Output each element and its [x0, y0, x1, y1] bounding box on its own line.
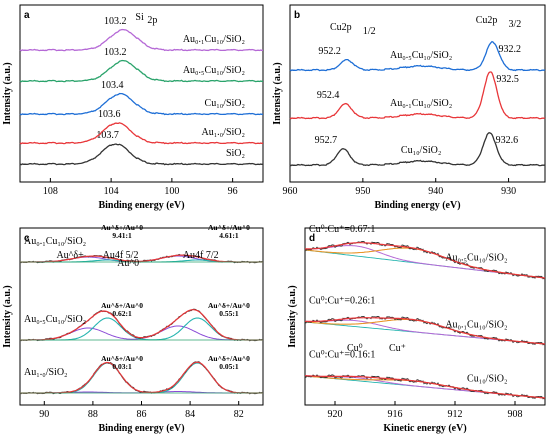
- y-axis-label: Intensity (a.u.): [272, 62, 283, 125]
- series-label: Au₀.₅Cu₁₀/SiO₂: [390, 50, 452, 61]
- peak-value-label: 103.2: [104, 47, 127, 58]
- y-axis-label: Intensity (a.u.): [287, 285, 298, 348]
- series-line-2: [289, 40, 546, 72]
- ratio-header: Au^δ+/Au^0: [208, 354, 250, 363]
- ratio-text: 0.62:1: [112, 309, 132, 318]
- series-line-1: [19, 122, 263, 145]
- x-tick-label: 960: [283, 186, 298, 197]
- series-line-3: [19, 59, 263, 83]
- x-axis-label: Kinetic energy (eV): [383, 423, 466, 434]
- ratio-text: 0.03:1: [112, 362, 132, 371]
- ratio-text: 0.05:1: [219, 362, 239, 371]
- peak-value-label: 952.7: [315, 135, 338, 146]
- series-label: Au₁.₀/SiO₂: [24, 367, 68, 378]
- peak-value-label: 952.4: [317, 90, 340, 101]
- peak-label-2: Cu2p: [476, 15, 498, 26]
- series-label: Au₀.₅Cu₁₀/SiO₂: [24, 314, 86, 325]
- x-tick-label: 916: [388, 409, 403, 420]
- label-cu-plus: Cu⁺: [389, 343, 406, 354]
- series-label: Au₀.₁Cu₁₀/SiO₂: [390, 98, 452, 109]
- ratio-header: Au^δ+/Au^0: [208, 301, 250, 310]
- x-tick-label: 86: [137, 409, 147, 420]
- panel-letter: b: [294, 10, 300, 21]
- x-tick-label: 90: [39, 409, 49, 420]
- fit-line: [20, 309, 263, 341]
- x-tick-label: 104: [104, 186, 119, 197]
- series-label: Cu₁₀/SiO₂: [401, 145, 441, 156]
- panel-letter: d: [309, 233, 315, 244]
- series-label: SiO₂: [226, 148, 245, 159]
- y-axis-label: Intensity (a.u.): [2, 285, 13, 348]
- peak-value-label: 932.2: [499, 44, 522, 55]
- peak-value-label: 103.6: [98, 109, 121, 120]
- panel-d-frame: [304, 227, 546, 406]
- peak-value-label: 103.4: [101, 80, 124, 91]
- fit-line: [305, 317, 546, 345]
- peak-value-label: 932.5: [496, 74, 519, 85]
- series-line-0: [289, 131, 546, 167]
- series-line-0: [19, 143, 263, 166]
- ratio-header: Au^δ+/Au^0: [208, 223, 250, 232]
- x-tick-label: 88: [88, 409, 98, 420]
- x-tick-label: 908: [508, 409, 523, 420]
- ratio-text: Cu⁰:Cu⁺=0.16:1: [309, 349, 375, 360]
- ratio-header: Au^δ+/Au^0: [101, 301, 143, 310]
- peak-label-1: Cu2p: [330, 22, 352, 33]
- panel-letter: c: [24, 233, 30, 244]
- legend-au0: Au^0: [117, 258, 139, 269]
- peak-label-sub: 2p: [147, 15, 157, 26]
- x-tick-label: 100: [164, 186, 179, 197]
- series-label: Au₀.₅Cu₁₀/SiO₂: [183, 65, 245, 76]
- panel-a-frame: [19, 4, 264, 183]
- peak-value-label: 932.6: [496, 135, 518, 146]
- peak-label: Si: [135, 12, 144, 23]
- series-label: Au₀.₅Cu₁₀/SiO₂: [445, 253, 507, 264]
- x-tick-label: 930: [501, 186, 516, 197]
- series-label: Au₁.₀/SiO₂: [201, 127, 245, 138]
- legend-au4f52: Au4f 5/2: [103, 250, 139, 261]
- legend-au-delta: Au^δ+: [56, 250, 84, 261]
- x-tick-label: 912: [448, 409, 463, 420]
- peak-label-1-sub: 1/2: [363, 26, 376, 37]
- ratio-text: 0.55:1: [219, 309, 239, 318]
- x-tick-label: 82: [234, 409, 244, 420]
- series-label: Au₀.₁Cu₁₀/SiO₂: [445, 319, 507, 330]
- x-axis-label: Binding energy (eV): [98, 423, 184, 434]
- series-line-2: [19, 92, 263, 116]
- fit-line: [305, 242, 546, 279]
- ratio-text: 9.41:1: [112, 231, 132, 240]
- series-line-1: [289, 71, 546, 120]
- peak-label-2-sub: 3/2: [509, 19, 522, 30]
- series-line-4: [19, 28, 263, 52]
- series-label: Cu₁₀/SiO₂: [467, 373, 507, 384]
- ratio-text: Cu⁰:Cu⁺=0.67:1: [309, 224, 375, 235]
- ratio-header: Au^δ+/Au^0: [101, 223, 143, 232]
- x-tick-label: 940: [428, 186, 443, 197]
- label-cu0: Cu⁰: [347, 343, 363, 354]
- ratio-text: Cu⁰:Cu⁺=0.26:1: [309, 295, 375, 306]
- ratio-text: 4.61:1: [219, 231, 239, 240]
- x-tick-label: 108: [43, 186, 58, 197]
- series-label: Au₀.₁Cu₁₀/SiO₂: [24, 236, 86, 247]
- x-tick-label: 84: [185, 409, 195, 420]
- peak-value-label: 103.2: [104, 16, 127, 27]
- panel-b-frame: [289, 4, 546, 183]
- series-label: Au₀.₁Cu₁₀/SiO₂: [183, 34, 245, 45]
- legend-au4f72: Au4f 7/2: [183, 250, 219, 261]
- panel-letter: a: [24, 10, 30, 21]
- peak-value-label: 103.7: [96, 130, 119, 141]
- x-tick-label: 96: [228, 186, 238, 197]
- fit-line: [305, 375, 546, 399]
- peak-value-label: 952.2: [318, 46, 341, 57]
- x-tick-label: 920: [328, 409, 343, 420]
- fit-line: [20, 254, 263, 263]
- series-label: Cu₁₀/SiO₂: [205, 98, 245, 109]
- x-axis-label: Binding energy (eV): [374, 200, 460, 211]
- y-axis-label: Intensity (a.u.): [2, 62, 13, 125]
- x-axis-label: Binding energy (eV): [98, 200, 184, 211]
- ratio-header: Au^δ+/Au^0: [101, 354, 143, 363]
- x-tick-label: 950: [355, 186, 370, 197]
